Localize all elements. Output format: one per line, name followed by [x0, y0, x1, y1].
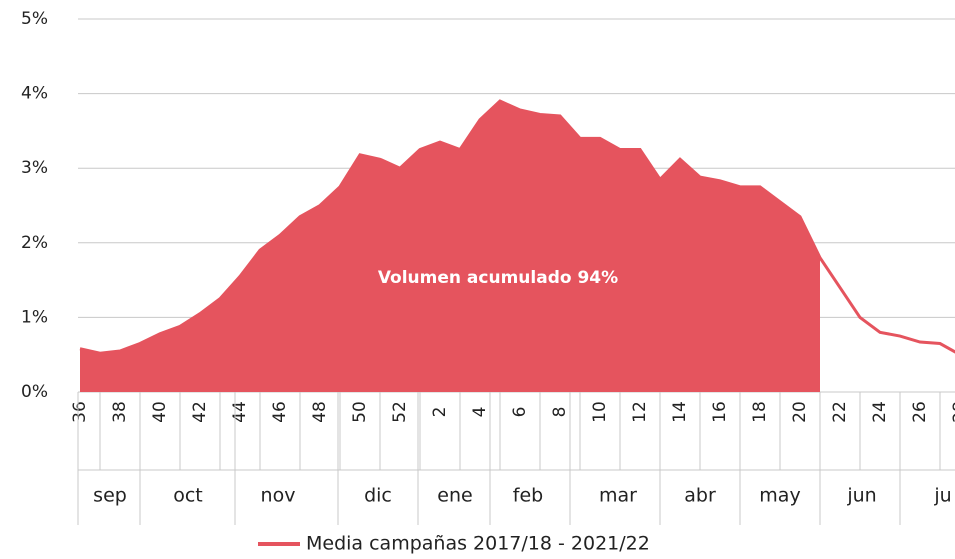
x-tick-label: 6 [510, 407, 530, 418]
x-tick-label: 46 [270, 401, 290, 423]
month-label: sep [93, 485, 127, 507]
y-tick-label: 2% [21, 233, 48, 253]
x-tick-label: 20 [790, 401, 810, 423]
x-tick-label: 50 [350, 401, 370, 423]
x-tick-label: 36 [70, 401, 90, 423]
line [79, 99, 955, 355]
y-tick-label: 3% [21, 158, 48, 178]
month-label: feb [513, 485, 543, 507]
x-tick-label: 26 [910, 401, 930, 423]
y-tick-label: 5% [21, 9, 48, 29]
x-tick-label: 22 [830, 401, 850, 423]
x-tick-label: 18 [750, 401, 770, 423]
x-tick-label: 42 [190, 401, 210, 423]
x-tick-label: 16 [710, 401, 730, 423]
area [80, 101, 820, 392]
y-tick-label: 0% [21, 382, 48, 402]
x-tick-label: 24 [870, 401, 890, 423]
month-label: dic [364, 485, 392, 507]
legend-label: Media campañas 2017/18 - 2021/22 [306, 533, 650, 555]
month-label: ju [933, 485, 951, 507]
month-label: may [759, 485, 800, 507]
x-tick-label: 44 [230, 401, 250, 423]
x-tick-label: 2 [430, 407, 450, 418]
annotation: Volumen acumulado 94% [378, 268, 618, 288]
x-tick-label: 40 [150, 401, 170, 423]
x-tick-label: 52 [390, 401, 410, 423]
month-label: abr [684, 485, 716, 507]
month-label: mar [599, 485, 637, 507]
y-tick-label: 4% [21, 84, 48, 104]
x-tick-label: 14 [670, 401, 690, 423]
x-tick-label: 8 [550, 407, 570, 418]
y-tick-label: 1% [21, 307, 48, 327]
x-tick-label: 38 [110, 401, 130, 423]
x-tick-label: 12 [630, 401, 650, 423]
month-label: jun [846, 485, 876, 507]
month-label: nov [261, 485, 296, 507]
x-tick-label: 28 [950, 401, 955, 423]
month-label: ene [437, 485, 472, 507]
x-tick-label: 10 [590, 401, 610, 423]
month-label: oct [173, 485, 203, 507]
x-tick-label: 4 [470, 407, 490, 418]
x-tick-label: 48 [310, 401, 330, 423]
